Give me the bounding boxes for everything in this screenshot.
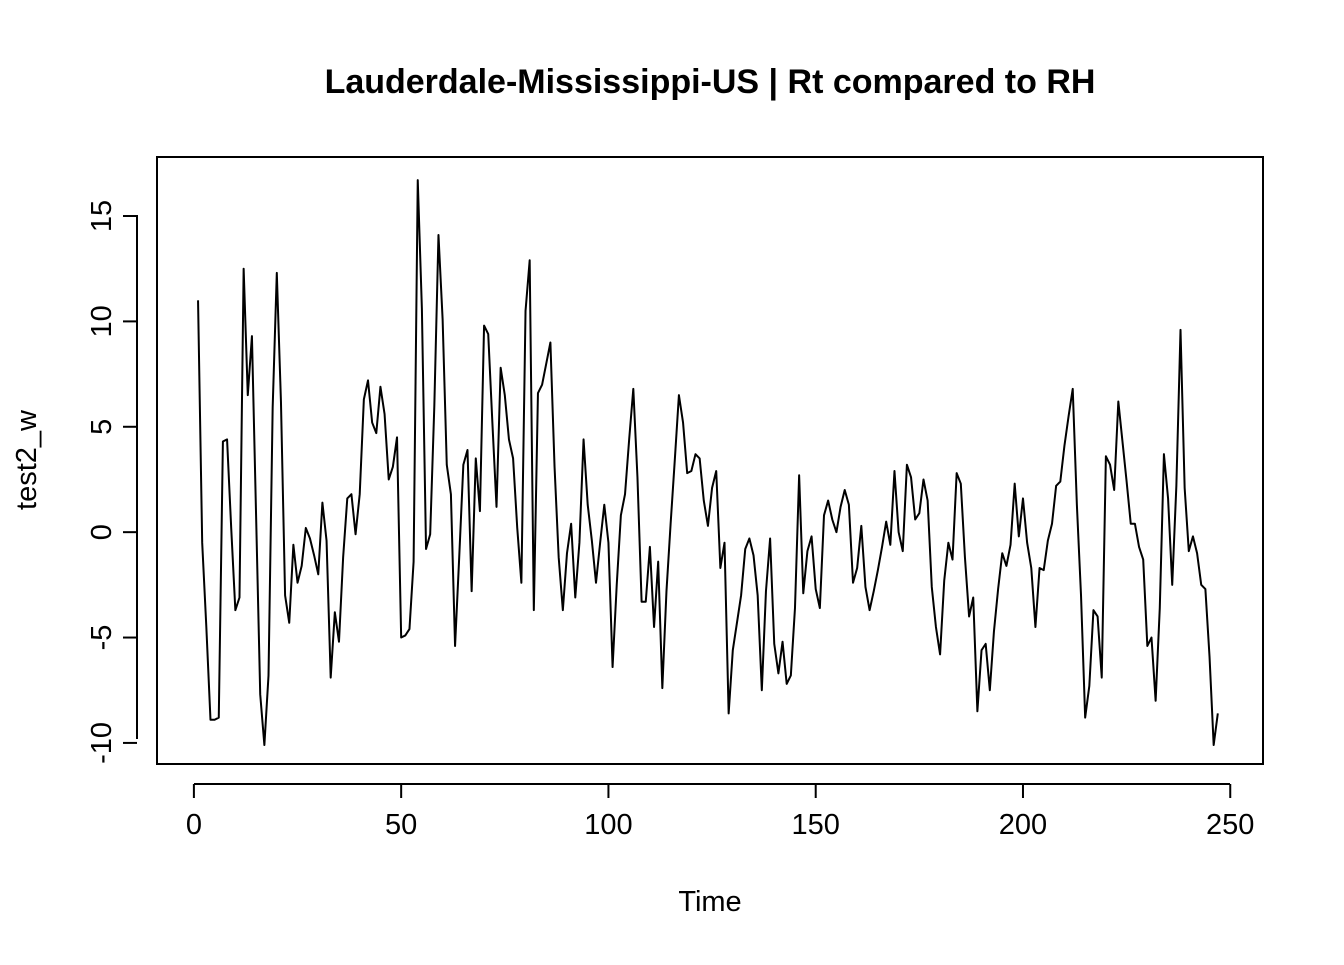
x-tick-label: 200: [999, 809, 1047, 841]
y-tick-label: -5: [86, 625, 118, 651]
y-axis: -10 -5 0 5 10 15: [86, 200, 138, 764]
x-axis: 0 50 100 150 200 250: [186, 783, 1254, 841]
x-axis-label: Time: [678, 886, 741, 918]
chart-title: Lauderdale-Mississippi-US | Rt compared …: [325, 63, 1096, 101]
plot-area-frame: [156, 156, 1264, 765]
x-tick-label: 250: [1206, 809, 1254, 841]
x-tick-label: 0: [186, 809, 202, 841]
y-tick-label: 10: [86, 305, 118, 337]
y-axis-label: test2_w: [11, 409, 43, 510]
y-tick-label: 15: [86, 200, 118, 232]
series-test2_w: [197, 179, 1219, 747]
x-tick-label: 150: [792, 809, 840, 841]
x-tick-label: 100: [584, 809, 632, 841]
y-tick-label: -10: [86, 722, 118, 764]
x-tick-label: 50: [385, 809, 417, 841]
y-tick-label: 5: [86, 419, 118, 435]
y-tick-label: 0: [86, 524, 118, 540]
series-line: [197, 179, 1219, 747]
